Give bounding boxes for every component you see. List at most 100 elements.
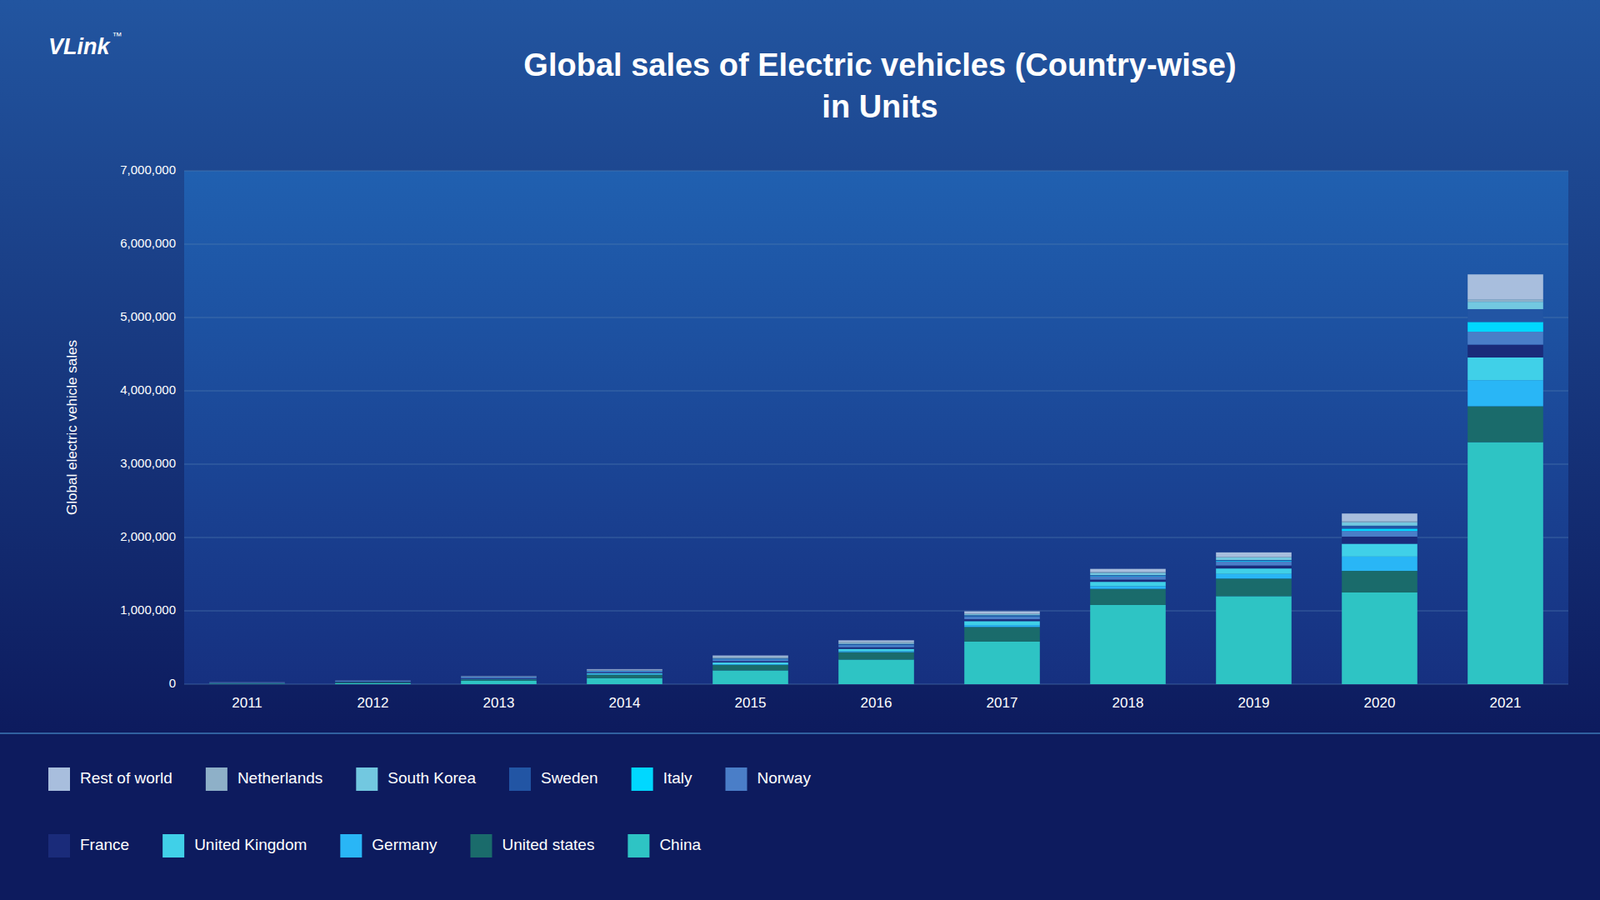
bar-segment (1467, 309, 1544, 322)
bar-segment (586, 670, 663, 672)
bar-segment (1467, 274, 1544, 300)
bar-segment (1341, 530, 1418, 537)
bar-segment (460, 677, 537, 680)
bar-segment (1215, 560, 1292, 562)
bar-segment (1341, 522, 1418, 526)
x-tick-label: 2013 (483, 695, 515, 711)
bar-segment (838, 659, 915, 685)
bar-segment (1215, 595, 1292, 685)
x-tick-label: 2015 (735, 695, 767, 711)
bar-segment (1090, 605, 1166, 685)
bar-segment (586, 670, 663, 671)
bar-segment (335, 680, 411, 681)
bar-segment (460, 678, 537, 680)
legend-label: Norway (757, 769, 812, 787)
chart: 01,000,0002,000,0003,000,0004,000,0005,0… (0, 0, 1600, 900)
grid-line (184, 464, 1569, 465)
legend-label: United states (501, 835, 595, 854)
bar-segment (209, 682, 285, 684)
bar-segment (712, 665, 789, 671)
bar-segment (460, 679, 537, 680)
bar-segment (335, 680, 411, 683)
bar-segment (964, 616, 1040, 620)
bar-segment (964, 611, 1040, 615)
bar-segment (335, 680, 411, 681)
bar-segment (964, 626, 1040, 642)
bar-segment (335, 680, 411, 682)
bar-segment (1341, 520, 1418, 523)
bar-segment (586, 668, 663, 670)
bar-segment (838, 645, 915, 648)
x-tick-label: 2020 (1364, 695, 1396, 711)
legend-swatch (725, 767, 748, 791)
bar-segment (838, 647, 915, 650)
y-tick-label: 1,000,000 (120, 602, 176, 617)
grid (184, 170, 1569, 685)
legend-swatch (162, 834, 185, 858)
bar-segment (1467, 345, 1544, 358)
legend-label: Rest of world (80, 769, 173, 787)
legend-swatch (340, 834, 362, 858)
bar-segment (964, 619, 1040, 621)
bar-segment (335, 681, 411, 683)
bar-segment (209, 682, 285, 684)
bar-segment (1215, 552, 1292, 557)
bar-segment (1215, 578, 1292, 596)
grid-line (184, 390, 1569, 392)
bar-segment (209, 682, 285, 684)
title: Global sales of Electric vehicles (Count… (523, 47, 1236, 125)
bar-segment (1467, 331, 1544, 345)
legend-swatch (509, 767, 531, 791)
legend-label: France (80, 835, 130, 854)
bar-segment (964, 641, 1040, 685)
legend-label: China (659, 835, 701, 854)
bar-segment (1090, 589, 1166, 605)
bar-segment (1090, 580, 1166, 583)
bar-segment (1341, 543, 1418, 556)
bar-segment (1467, 301, 1544, 310)
bar-segment (460, 675, 537, 677)
legend-label: Germany (371, 835, 438, 854)
bars (209, 274, 1544, 685)
bar-segment (1090, 581, 1166, 586)
bar-segment (209, 681, 285, 683)
bar-segment (460, 676, 537, 678)
plot-background (184, 170, 1569, 685)
bar-segment (1341, 556, 1418, 571)
legend-swatch (470, 834, 492, 858)
bar-segment (964, 615, 1040, 616)
y-tick-label: 3,000,000 (120, 455, 176, 470)
x-tick-label: 2021 (1490, 695, 1522, 711)
y-tick-label: 6,000,000 (120, 235, 176, 250)
bar-segment (838, 644, 915, 645)
bar-segment (209, 682, 285, 684)
footer-background (0, 729, 1600, 900)
bar-segment (838, 649, 915, 652)
bar-segment (1215, 565, 1292, 570)
bar-segment (838, 641, 915, 644)
bar-segment (1215, 561, 1292, 566)
bar-segment (712, 662, 789, 665)
legend-swatch (48, 834, 70, 858)
bar-segment (209, 682, 285, 685)
x-tick-label: 2014 (609, 695, 641, 711)
bar-segment (1467, 299, 1544, 302)
logo: VLink (48, 34, 111, 60)
bar-segment (964, 615, 1040, 617)
bar-segment (586, 672, 663, 674)
bar-segment (1090, 569, 1166, 573)
bar-segment (209, 682, 285, 684)
y-axis: 01,000,0002,000,0003,000,0004,000,0005,0… (120, 162, 176, 690)
bar-segment (1215, 568, 1292, 575)
x-tick-label: 2012 (357, 695, 390, 711)
bar-segment (586, 674, 663, 675)
bar-segment (712, 659, 789, 661)
bar-segment (964, 625, 1040, 627)
x-axis: 2011201220132014201520162017201820192020… (231, 695, 1521, 711)
legend-swatch (355, 767, 378, 791)
y-tick-label: 4,000,000 (120, 382, 176, 397)
bar-segment (712, 658, 789, 660)
bar-segment (460, 679, 537, 681)
bar-segment (460, 676, 537, 678)
bar-segment (335, 681, 411, 683)
